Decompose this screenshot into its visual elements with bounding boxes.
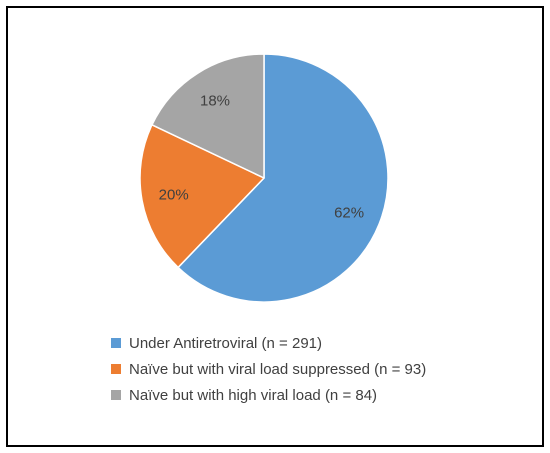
legend-label: Under Antiretroviral (n = 291) — [129, 334, 323, 352]
pie-slice-naive-suppressed — [139, 124, 265, 269]
legend-item-naive-suppressed: Naïve but with viral load suppressed (n … — [111, 356, 531, 382]
pie-slices — [139, 53, 389, 303]
legend-swatch — [111, 338, 121, 348]
legend-label: Naïve but with viral load suppressed (n … — [129, 360, 427, 378]
slice-label-naive-high-viral-load: 18% — [200, 92, 230, 109]
pie-slice-under-antiretroviral — [177, 53, 389, 303]
slice-label-under-antiretroviral: 62% — [334, 204, 364, 221]
legend-label: Naïve but with high viral load (n = 84) — [129, 386, 378, 404]
legend-item-under-antiretroviral: Under Antiretroviral (n = 291) — [111, 330, 531, 356]
legend-swatch — [111, 364, 121, 374]
legend-item-naive-high-viral-load: Naïve but with high viral load (n = 84) — [111, 382, 531, 408]
pie-slice-naive-high-viral-load — [151, 53, 265, 179]
slice-label-naive-suppressed: 20% — [159, 187, 189, 204]
pie-slice-labels: 62% 20% 18% — [159, 92, 364, 221]
chart-legend: Under Antiretroviral (n = 291) Naïve but… — [111, 330, 531, 408]
legend-swatch — [111, 390, 121, 400]
